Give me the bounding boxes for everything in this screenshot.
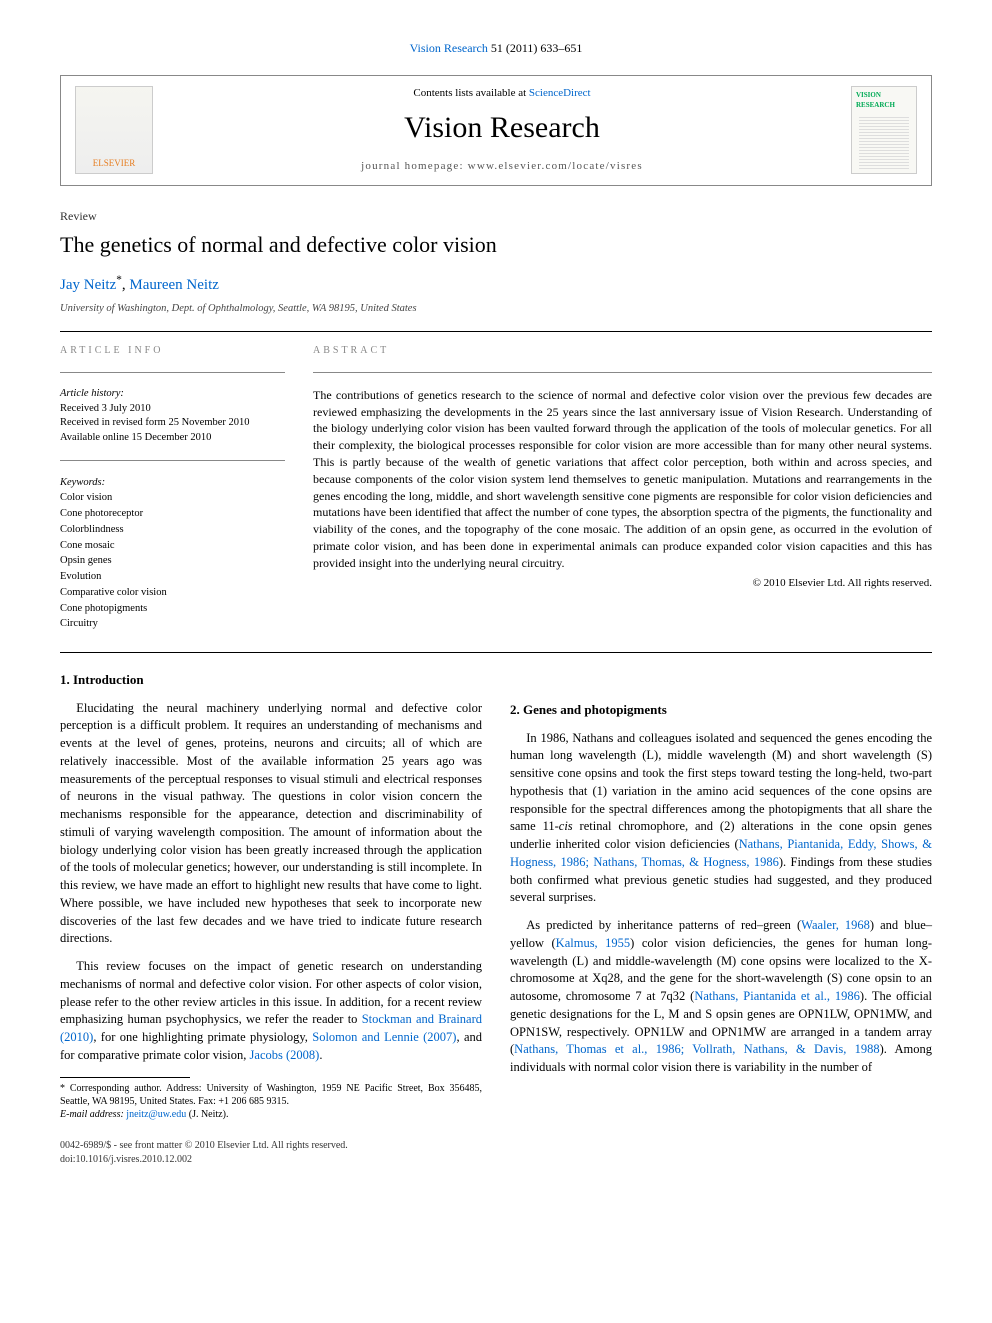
section-heading: 1. Introduction	[60, 671, 482, 689]
abstract-copyright: © 2010 Elsevier Ltd. All rights reserved…	[313, 576, 932, 591]
author-link[interactable]: Maureen Neitz	[129, 277, 219, 293]
abstract-text: The contributions of genetics research t…	[313, 387, 932, 572]
header-journal-link[interactable]: Vision Research	[410, 41, 488, 55]
body-columns: 1. Introduction Elucidating the neural m…	[60, 665, 932, 1120]
article-history: Article history: Received 3 July 2010 Re…	[60, 387, 285, 446]
paragraph: Elucidating the neural machinery underly…	[60, 700, 482, 949]
header-volpages: 51 (2011) 633–651	[491, 41, 583, 55]
info-heading: article info	[60, 344, 285, 358]
corresponding-footnote: * Corresponding author. Address: Univers…	[60, 1082, 482, 1121]
sciencedirect-link[interactable]: ScienceDirect	[529, 87, 591, 99]
authors: Jay Neitz*, Maureen Neitz	[60, 273, 932, 296]
rule	[60, 652, 932, 653]
page-footer: 0042-6989/$ - see front matter © 2010 El…	[60, 1139, 932, 1167]
citation-link[interactable]: Nathans, Piantanida et al., 1986	[694, 989, 860, 1003]
affiliation: University of Washington, Dept. of Ophth…	[60, 302, 932, 317]
paragraph: In 1986, Nathans and colleagues isolated…	[510, 730, 932, 908]
footnote-separator	[60, 1077, 190, 1078]
article-title: The genetics of normal and defective col…	[60, 230, 932, 261]
citation-link[interactable]: Kalmus, 1955	[556, 936, 631, 950]
header-citation: Vision Research 51 (2011) 633–651	[60, 40, 932, 57]
journal-center: Contents lists available at ScienceDirec…	[169, 86, 835, 175]
rule	[60, 331, 932, 332]
journal-name: Vision Research	[169, 107, 835, 149]
journal-header-box: ELSEVIER Contents lists available at Sci…	[60, 75, 932, 186]
abstract-column: abstract The contributions of genetics r…	[313, 344, 932, 644]
elsevier-logo: ELSEVIER	[75, 86, 153, 174]
paragraph: This review focuses on the impact of gen…	[60, 958, 482, 1065]
paragraph: As predicted by inheritance patterns of …	[510, 917, 932, 1077]
article-info-column: article info Article history: Received 3…	[60, 344, 285, 644]
journal-homepage: journal homepage: www.elsevier.com/locat…	[169, 159, 835, 174]
article-type: Review	[60, 208, 932, 225]
citation-link[interactable]: Solomon and Lennie (2007)	[312, 1030, 456, 1044]
author-link[interactable]: Jay Neitz	[60, 277, 116, 293]
corr-marker: *	[116, 274, 122, 286]
citation-link[interactable]: Nathans, Thomas et al., 1986; Vollrath, …	[514, 1042, 879, 1056]
email-link[interactable]: jneitz@uw.edu	[126, 1109, 186, 1120]
citation-link[interactable]: Jacobs (2008)	[250, 1048, 320, 1062]
section-heading: 2. Genes and photopigments	[510, 701, 932, 719]
contents-line: Contents lists available at ScienceDirec…	[169, 86, 835, 101]
homepage-url[interactable]: www.elsevier.com/locate/visres	[468, 160, 643, 172]
citation-link[interactable]: Waaler, 1968	[801, 918, 870, 932]
keywords: Keywords: Color vision Cone photorecepto…	[60, 475, 285, 633]
journal-cover-thumb: VISION RESEARCH	[851, 86, 917, 174]
abstract-heading: abstract	[313, 344, 932, 358]
